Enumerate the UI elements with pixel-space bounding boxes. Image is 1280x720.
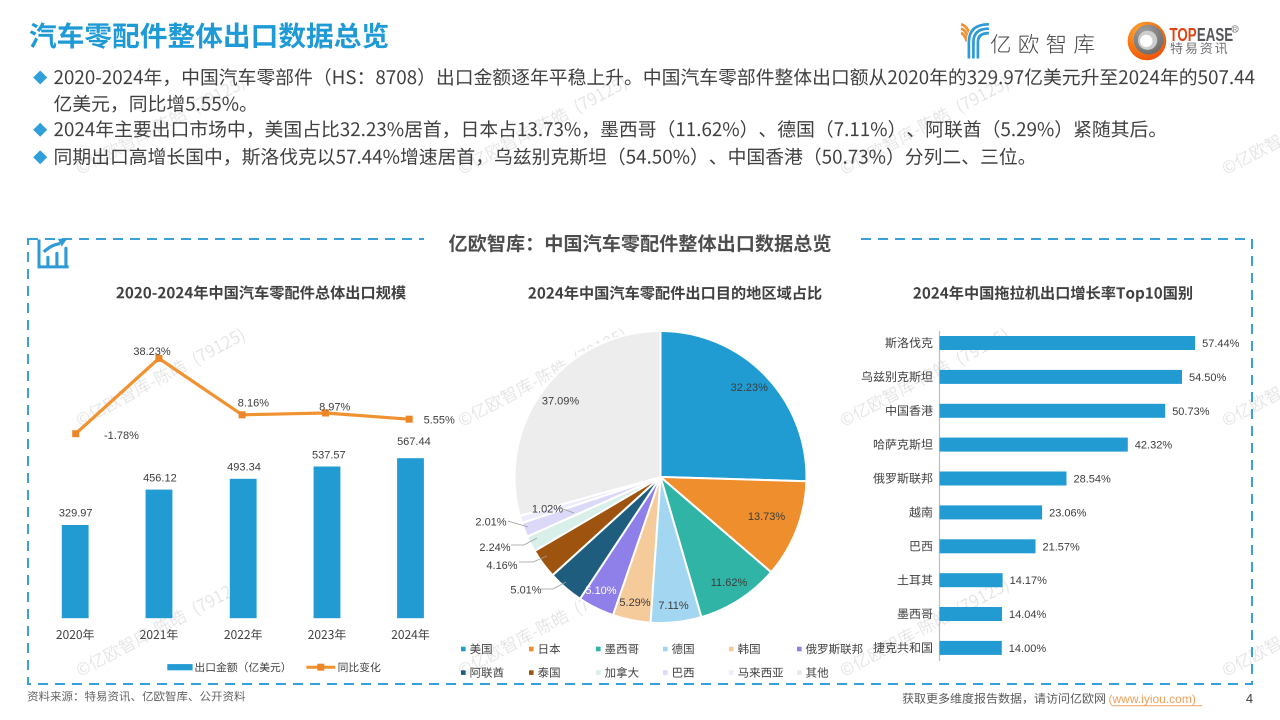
svg-text:537.57: 537.57 <box>312 450 346 462</box>
svg-text:32.23%: 32.23% <box>731 382 769 394</box>
svg-text:329.97: 329.97 <box>59 508 93 520</box>
svg-text:57.44%: 57.44% <box>1202 338 1240 350</box>
svg-text:2.24%: 2.24% <box>479 542 510 554</box>
svg-text:37.09%: 37.09% <box>542 396 580 408</box>
svg-text:14.04%: 14.04% <box>1009 609 1047 621</box>
svg-text:13.73%: 13.73% <box>748 511 786 523</box>
svg-text:5.29%: 5.29% <box>619 597 650 609</box>
svg-text:5.55%: 5.55% <box>424 415 455 427</box>
svg-text:4.16%: 4.16% <box>486 560 517 572</box>
svg-text:5.01%: 5.01% <box>510 585 541 597</box>
svg-text:38.23%: 38.23% <box>133 346 171 358</box>
svg-text:21.57%: 21.57% <box>1043 541 1081 553</box>
svg-text:8.97%: 8.97% <box>319 402 350 414</box>
svg-text:456.12: 456.12 <box>143 473 177 485</box>
svg-text:50.73%: 50.73% <box>1172 406 1210 418</box>
svg-text:R: R <box>1233 26 1238 33</box>
svg-text:7.11%: 7.11% <box>658 600 689 612</box>
svg-text:54.50%: 54.50% <box>1189 372 1227 384</box>
svg-text:11.62%: 11.62% <box>711 577 748 589</box>
svg-text:493.34: 493.34 <box>227 462 261 474</box>
svg-text:14.00%: 14.00% <box>1009 643 1047 655</box>
svg-text:567.44: 567.44 <box>397 436 431 448</box>
svg-text:42.32%: 42.32% <box>1135 440 1173 452</box>
svg-text:5.10%: 5.10% <box>585 585 616 597</box>
svg-text:28.54%: 28.54% <box>1074 474 1112 486</box>
svg-text:EASE: EASE <box>1197 25 1233 46</box>
svg-text:8.16%: 8.16% <box>238 398 269 410</box>
svg-text:14.17%: 14.17% <box>1010 575 1048 587</box>
svg-text:2.01%: 2.01% <box>475 517 506 529</box>
svg-text:TOP: TOP <box>1170 25 1197 46</box>
svg-text:23.06%: 23.06% <box>1049 507 1087 519</box>
svg-text:4: 4 <box>1246 691 1253 706</box>
svg-text:-1.78%: -1.78% <box>104 430 139 442</box>
svg-text:(www.iyiou.com): (www.iyiou.com) <box>1109 692 1196 706</box>
svg-text:1.02%: 1.02% <box>532 504 563 516</box>
